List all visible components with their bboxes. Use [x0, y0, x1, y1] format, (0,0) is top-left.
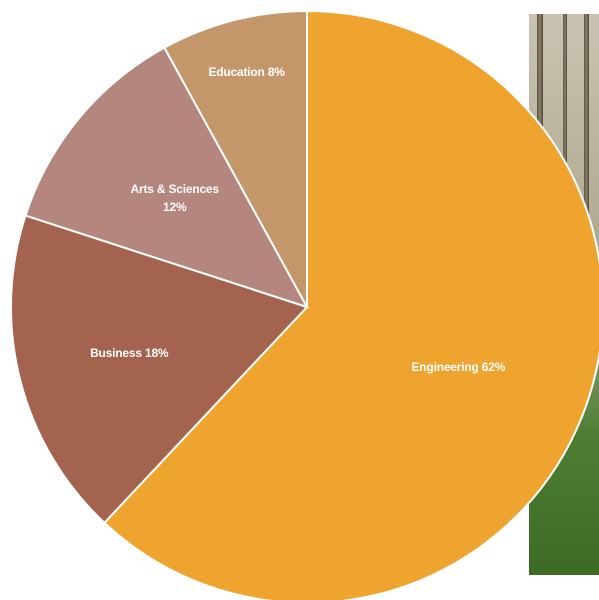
pie-slice-arts-sciences [24, 46, 310, 309]
slice-label-line: Arts & Sciences [130, 181, 220, 196]
slice-label: Education 8% [208, 63, 284, 81]
slice-label: Engineering 62% [412, 358, 506, 376]
slice-label-line: Engineering 62% [411, 359, 506, 374]
slice-label: Business 18% [90, 344, 169, 362]
slice-label-line: Business 18% [90, 345, 169, 360]
pie-slice-education [163, 9, 308, 308]
slice-label-line: Education 8% [208, 64, 285, 79]
pie-slice-engineering [102, 9, 599, 600]
slice-label: Arts & Sciences 12% [130, 180, 220, 216]
pie-slice-business [10, 214, 309, 525]
slice-label-line: 12% [162, 199, 187, 214]
tree-trunk [584, 14, 589, 396]
